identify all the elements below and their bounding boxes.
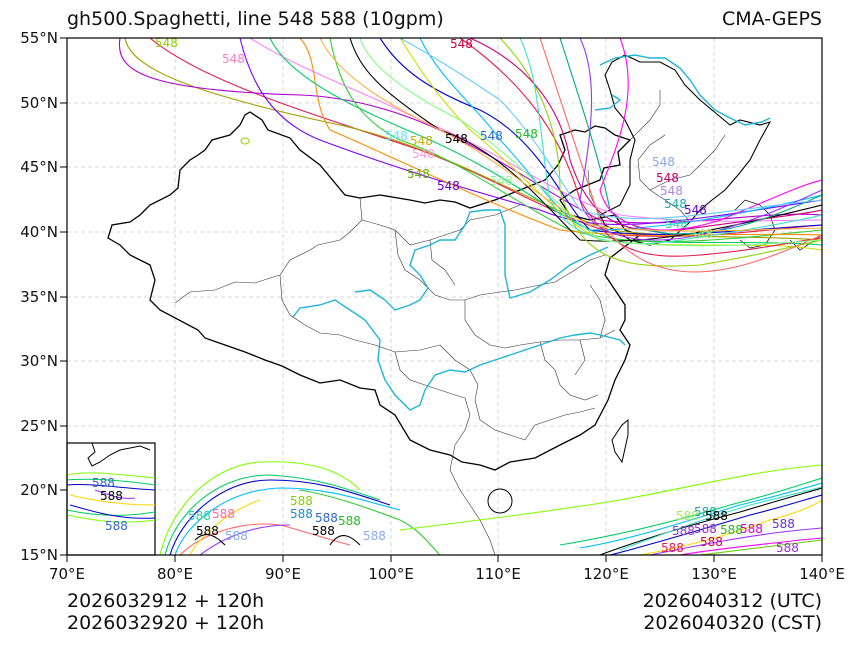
contour-548-labels: 548 548 548 548 548 548 548 548 548 548 … [155,36,713,241]
svg-text:548: 548 [445,132,468,146]
hainan-island [487,488,513,514]
svg-text:548: 548 [690,227,713,241]
init-time-block: 2026032912 + 120h 2026032920 + 120h [67,590,264,634]
svg-text:588: 588 [672,524,695,538]
rivers [292,54,771,411]
svg-text:588: 588 [212,507,235,521]
taiwan-island [611,418,629,464]
svg-text:588: 588 [100,489,123,503]
map-title: gh500.Spaghetti, line 548 588 (10gpm) [67,8,444,30]
svg-text:548: 548 [450,37,473,51]
valid-time-block: 2026040312 (UTC) 2026040320 (CST) [643,590,822,634]
svg-text:588: 588 [315,511,338,525]
svg-text:588: 588 [676,509,699,523]
y-tick-label: 50°N [20,94,58,112]
y-tick-label: 30°N [20,352,58,370]
svg-text:548: 548 [385,129,408,143]
svg-text:588: 588 [740,522,763,536]
indochina-coast [449,444,496,555]
svg-text:548: 548 [515,127,538,141]
x-tick-label: 110°E [475,565,521,583]
svg-text:548: 548 [480,129,503,143]
korea-coast [734,199,776,249]
model-name: CMA-GEPS [721,8,822,30]
y-tick-label: 20°N [20,481,58,499]
svg-text:548: 548 [155,36,178,50]
svg-text:548: 548 [490,174,513,188]
svg-text:548: 548 [412,147,435,161]
x-tick-label: 90°E [264,565,302,583]
svg-text:588: 588 [661,541,684,555]
x-tick-label: 70°E [48,565,86,583]
axis-ticks [60,37,823,562]
y-tick-label: 40°N [20,223,58,241]
svg-text:588: 588 [225,529,248,543]
svg-text:588: 588 [290,507,313,521]
y-tick-label: 55°N [20,29,58,47]
svg-text:588: 588 [776,541,799,555]
contour-588-labels: 588 588 588 588 588 588 588 588 588 588 … [188,494,799,555]
svg-text:548: 548 [652,155,675,169]
svg-text:548: 548 [665,217,688,231]
northeast-border [599,54,772,246]
svg-text:588: 588 [92,476,115,490]
svg-text:588: 588 [694,505,717,519]
init-time-utc: 2026032912 + 120h [67,590,265,612]
japan-coast [789,234,822,251]
svg-text:588: 588 [700,535,723,549]
valid-time-cst: 2026040320 (CST) [643,612,822,634]
x-tick-label: 100°E [368,565,414,583]
contour-548-lines [118,38,822,273]
svg-text:588: 588 [705,509,728,523]
svg-text:588: 588 [720,523,743,537]
svg-text:588: 588 [363,529,386,543]
svg-text:548: 548 [407,167,430,181]
x-tick-label: 80°E [156,565,194,583]
y-tick-label: 35°N [20,288,58,306]
svg-text:588: 588 [312,524,335,538]
x-tick-label: 140°E [799,565,845,583]
svg-text:588: 588 [772,517,795,531]
svg-text:548: 548 [437,179,460,193]
svg-text:548: 548 [656,171,679,185]
svg-text:588: 588 [188,509,211,523]
south-china-sea-inset: 588 588 588 [66,442,156,556]
y-tick-label: 25°N [20,417,58,435]
gridlines [67,38,822,555]
svg-text:548: 548 [410,134,433,148]
svg-text:588: 588 [338,514,361,528]
small-contour [240,137,250,145]
y-tick-label: 45°N [20,158,58,176]
init-time-cst: 2026032920 + 120h [67,612,265,634]
valid-time-utc: 2026040312 (UTC) [642,590,822,612]
contour-588-lines [159,461,822,555]
svg-text:588: 588 [105,519,128,533]
svg-text:548: 548 [664,197,687,211]
y-tick-label: 15°N [20,546,58,564]
svg-text:588: 588 [196,524,219,538]
svg-text:588: 588 [694,522,717,536]
svg-text:548: 548 [222,52,245,66]
x-tick-label: 130°E [691,565,737,583]
plot-frame [66,37,823,556]
svg-text:588: 588 [290,494,313,508]
svg-text:548: 548 [660,184,683,198]
x-tick-label: 120°E [583,565,629,583]
svg-text:548: 548 [684,203,707,217]
